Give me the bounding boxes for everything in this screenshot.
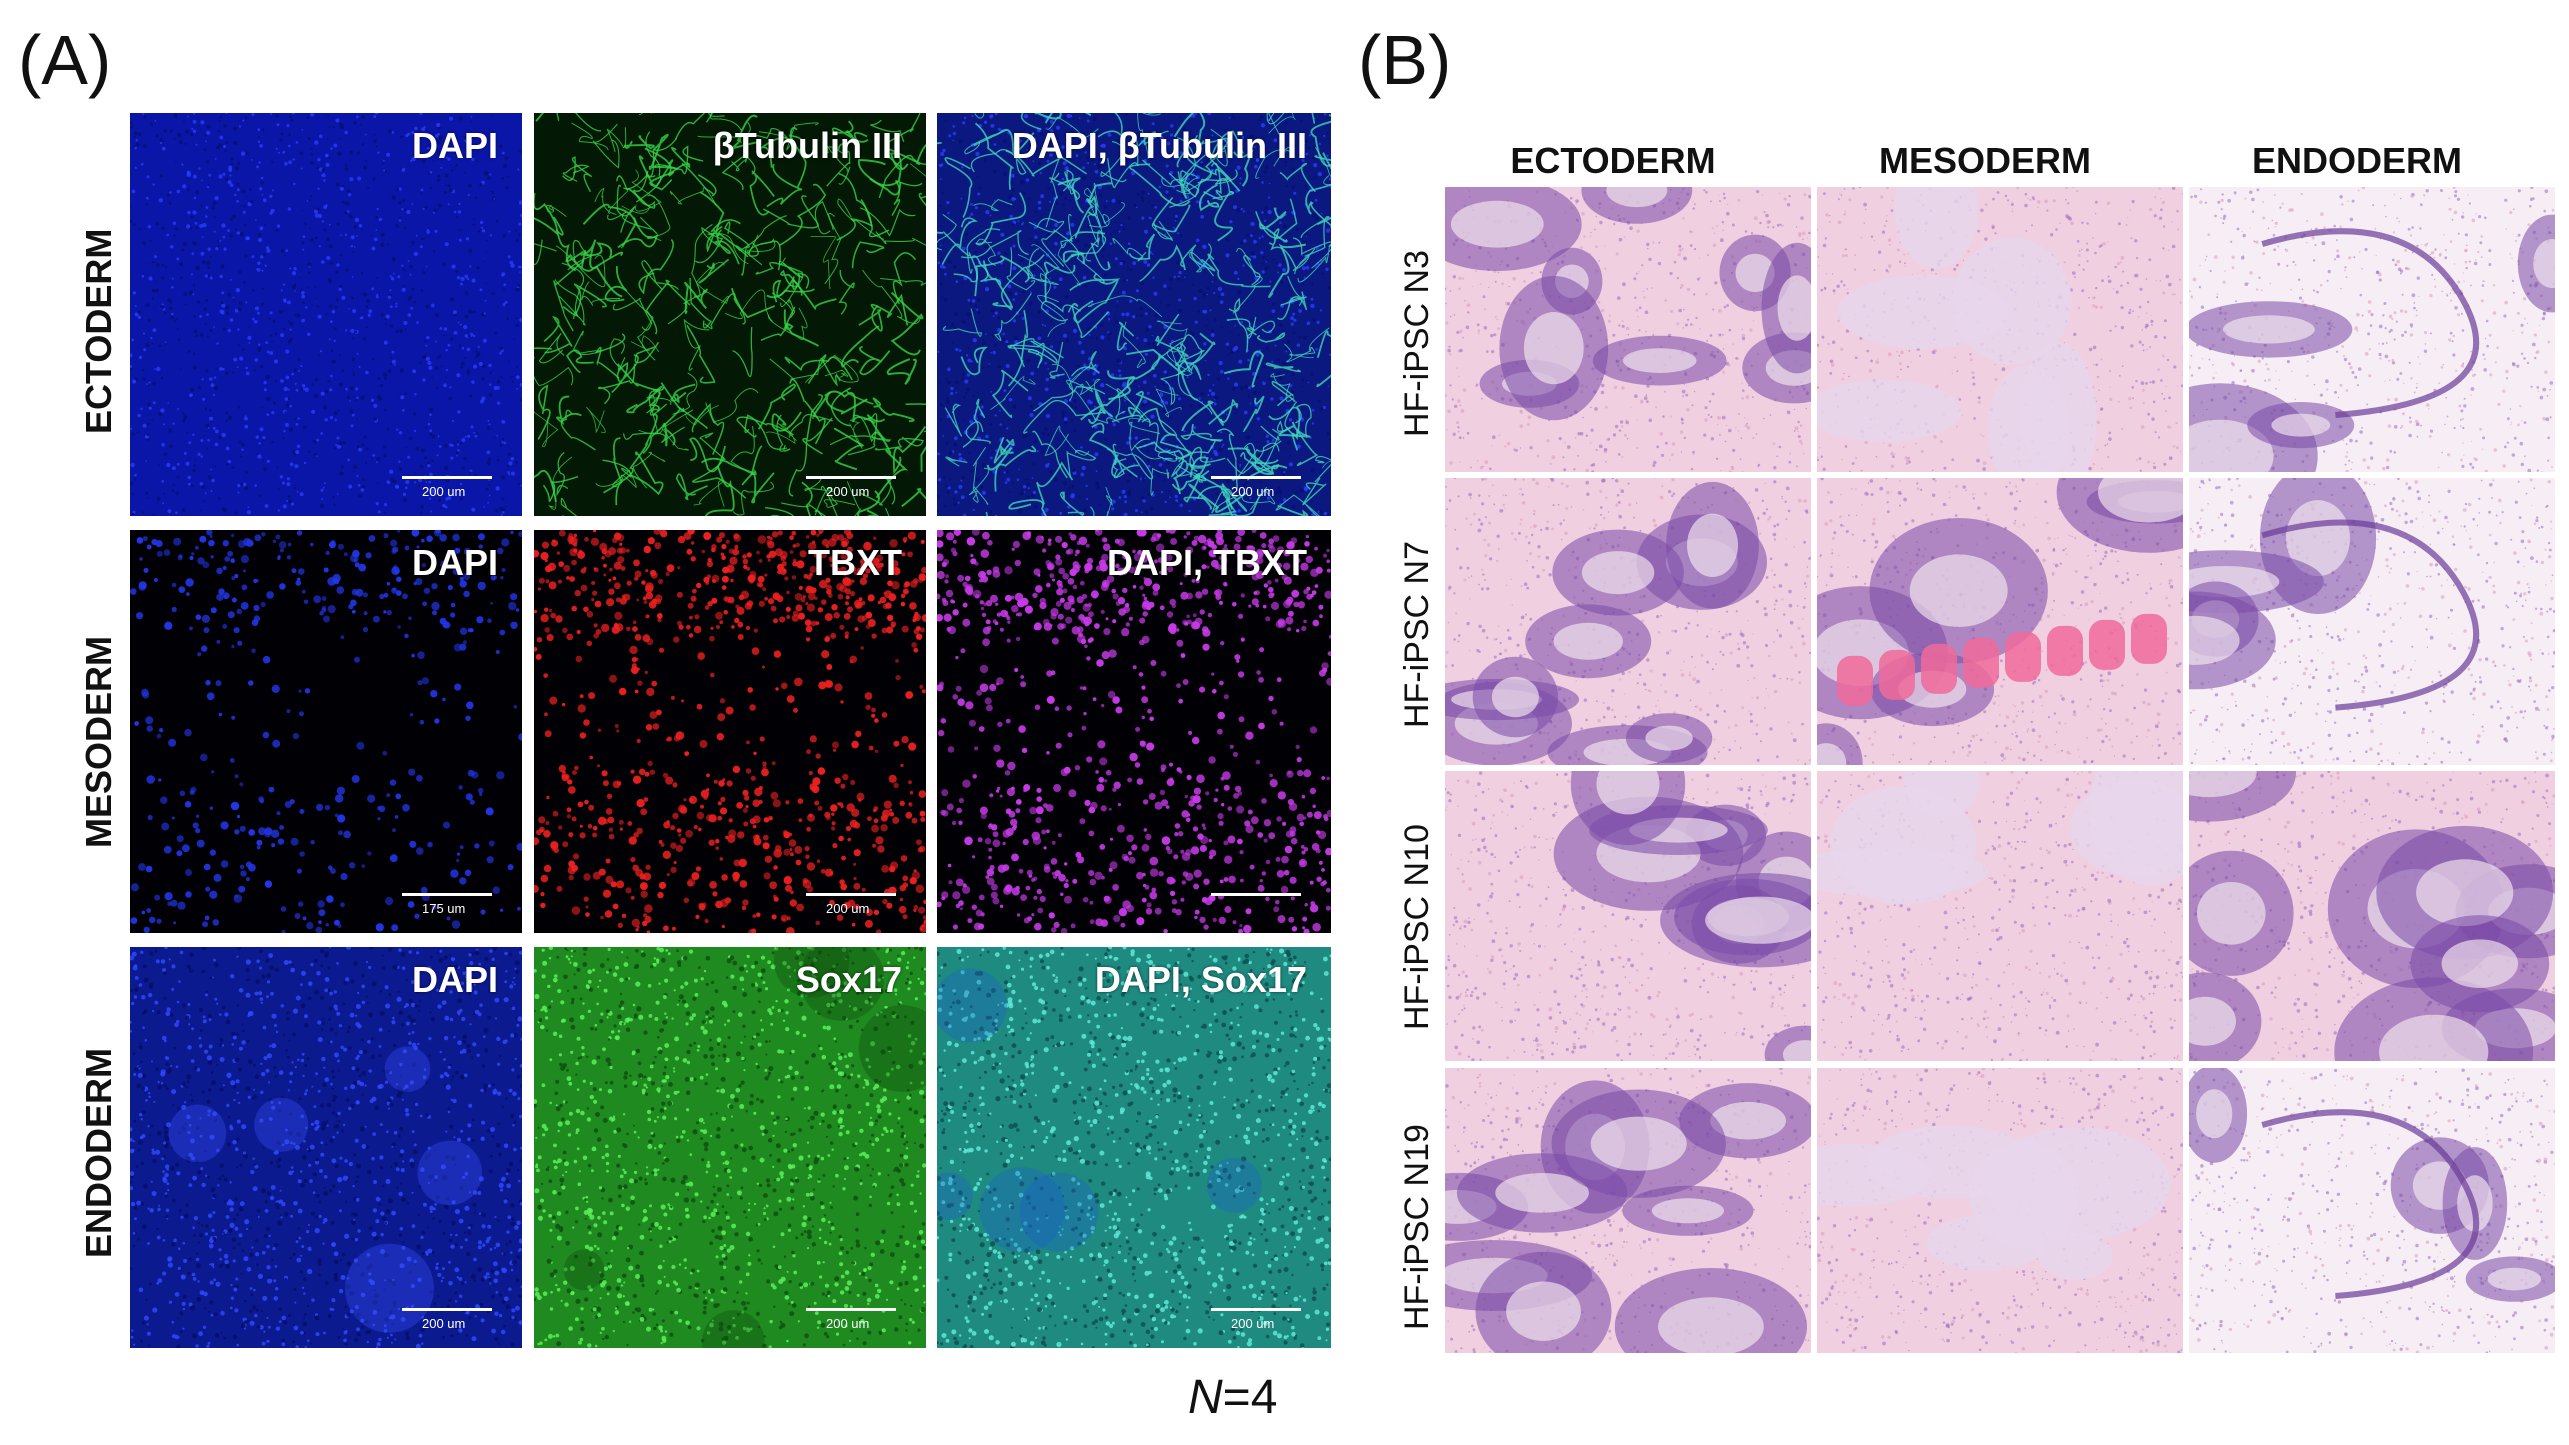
panel-b-row-label-n7: HF-iPSC N7 [1398, 540, 1436, 728]
micrograph [2189, 1068, 2555, 1353]
panel-a-row-label-ectoderm: ECTODERM [78, 228, 119, 434]
scale-bar [806, 1308, 896, 1311]
fluorescence-image-ectoderm-1: DAPI 200 um [130, 113, 522, 516]
micrograph [1445, 771, 1811, 1061]
scale-bar [806, 476, 896, 479]
fluorescence-image-ectoderm-3: DAPI, βTubulin III 200 um [937, 113, 1331, 516]
micrograph [937, 113, 1331, 516]
fluorescence-image-endoderm-2: Sox17 200 um [534, 947, 926, 1348]
micrograph [2189, 771, 2555, 1061]
he-histology-image-ectoderm-row-4 [1445, 1068, 1811, 1353]
micrograph [1817, 187, 2183, 472]
sample-size-value: =4 [1222, 1371, 1278, 1424]
micrograph [1445, 1068, 1811, 1353]
he-histology-image-endoderm-row-2 [2189, 478, 2555, 765]
micrograph [130, 113, 522, 516]
scale-bar [402, 1308, 492, 1311]
micrograph [1817, 1068, 2183, 1353]
fluorescence-image-mesoderm-2: TBXT 200 um [534, 530, 926, 933]
scale-bar-text: 200 um [1231, 1316, 1275, 1331]
scale-bar-text: 200 um [826, 484, 870, 499]
panel-a-row-label-endoderm: ENDODERM [78, 1047, 119, 1258]
sample-size-label: N=4 [1188, 1370, 1277, 1425]
fluorescence-image-endoderm-1: DAPI 200 um [130, 947, 522, 1348]
scale-bar [1211, 1308, 1301, 1311]
channel-label: DAPI [411, 959, 498, 1000]
channel-label: DAPI, TBXT [1106, 542, 1307, 583]
micrograph [534, 530, 926, 933]
he-histology-image-endoderm-row-1 [2189, 187, 2555, 472]
micrograph [1817, 771, 2183, 1061]
scale-bar-text: 200 um [422, 484, 466, 499]
fluorescence-image-ectoderm-2: βTubulin III 200 um [534, 113, 926, 516]
sample-size-n: N [1188, 1371, 1223, 1424]
scale-bar [806, 893, 896, 896]
channel-label: βTubulin III [712, 125, 902, 166]
channel-label: DAPI, βTubulin III [1011, 125, 1307, 166]
channel-label: DAPI, Sox17 [1094, 959, 1307, 1000]
micrograph [1445, 187, 1811, 472]
micrograph [937, 947, 1331, 1348]
he-histology-image-mesoderm-row-4 [1817, 1068, 2183, 1353]
panel-b-row-label-n19: HF-iPSC N19 [1398, 1124, 1436, 1330]
he-histology-image-ectoderm-row-2 [1445, 478, 1811, 765]
panel-b-row-label-n10: HF-iPSC N10 [1398, 824, 1436, 1030]
micrograph [2189, 478, 2555, 765]
he-histology-image-ectoderm-row-3 [1445, 771, 1811, 1061]
fluorescence-image-endoderm-3: DAPI, Sox17 200 um [937, 947, 1331, 1348]
micrograph [2189, 187, 2555, 472]
scale-bar-text: 200 um [1231, 484, 1275, 499]
panel-b-col-label-ectoderm: ECTODERM [1510, 140, 1716, 181]
scale-bar [1211, 476, 1301, 479]
scale-bar-text: 175 um [422, 901, 466, 916]
he-histology-image-mesoderm-row-1 [1817, 187, 2183, 472]
scale-bar [1211, 893, 1301, 896]
scale-bar-text: 200 um [422, 1316, 466, 1331]
he-histology-image-mesoderm-row-3 [1817, 771, 2183, 1061]
micrograph [534, 113, 926, 516]
channel-label: DAPI [411, 542, 498, 583]
micrograph [534, 947, 926, 1348]
micrograph [130, 947, 522, 1348]
micrograph [130, 530, 522, 933]
panel-b-letter: (B) [1358, 21, 1452, 99]
scale-bar [402, 893, 492, 896]
scale-bar-text: 200 um [826, 1316, 870, 1331]
he-histology-image-ectoderm-row-1 [1445, 187, 1811, 472]
micrograph [1817, 478, 2183, 765]
he-histology-image-endoderm-row-3 [2189, 771, 2555, 1061]
micrograph [1445, 478, 1811, 765]
panel-b-col-label-mesoderm: MESODERM [1878, 140, 2091, 181]
scale-bar [402, 476, 492, 479]
panel-a-letter: (A) [18, 21, 112, 99]
channel-label: Sox17 [795, 959, 902, 1000]
he-histology-image-mesoderm-row-2 [1817, 478, 2183, 765]
panel-b-row-label-n3: HF-iPSC N3 [1398, 249, 1436, 437]
panel-a-row-label-mesoderm: MESODERM [78, 635, 119, 848]
scale-bar-text: 200 um [826, 901, 870, 916]
channel-label: DAPI [411, 125, 498, 166]
fluorescence-image-mesoderm-1: DAPI 175 um [130, 530, 522, 933]
micrograph [937, 530, 1331, 933]
channel-label: TBXT [808, 542, 902, 583]
panel-b-col-label-endoderm: ENDODERM [2251, 140, 2462, 181]
he-histology-image-endoderm-row-4 [2189, 1068, 2555, 1353]
fluorescence-image-mesoderm-3: DAPI, TBXT [937, 530, 1331, 933]
